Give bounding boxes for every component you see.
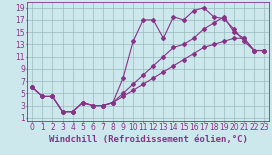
X-axis label: Windchill (Refroidissement éolien,°C): Windchill (Refroidissement éolien,°C): [49, 135, 248, 144]
